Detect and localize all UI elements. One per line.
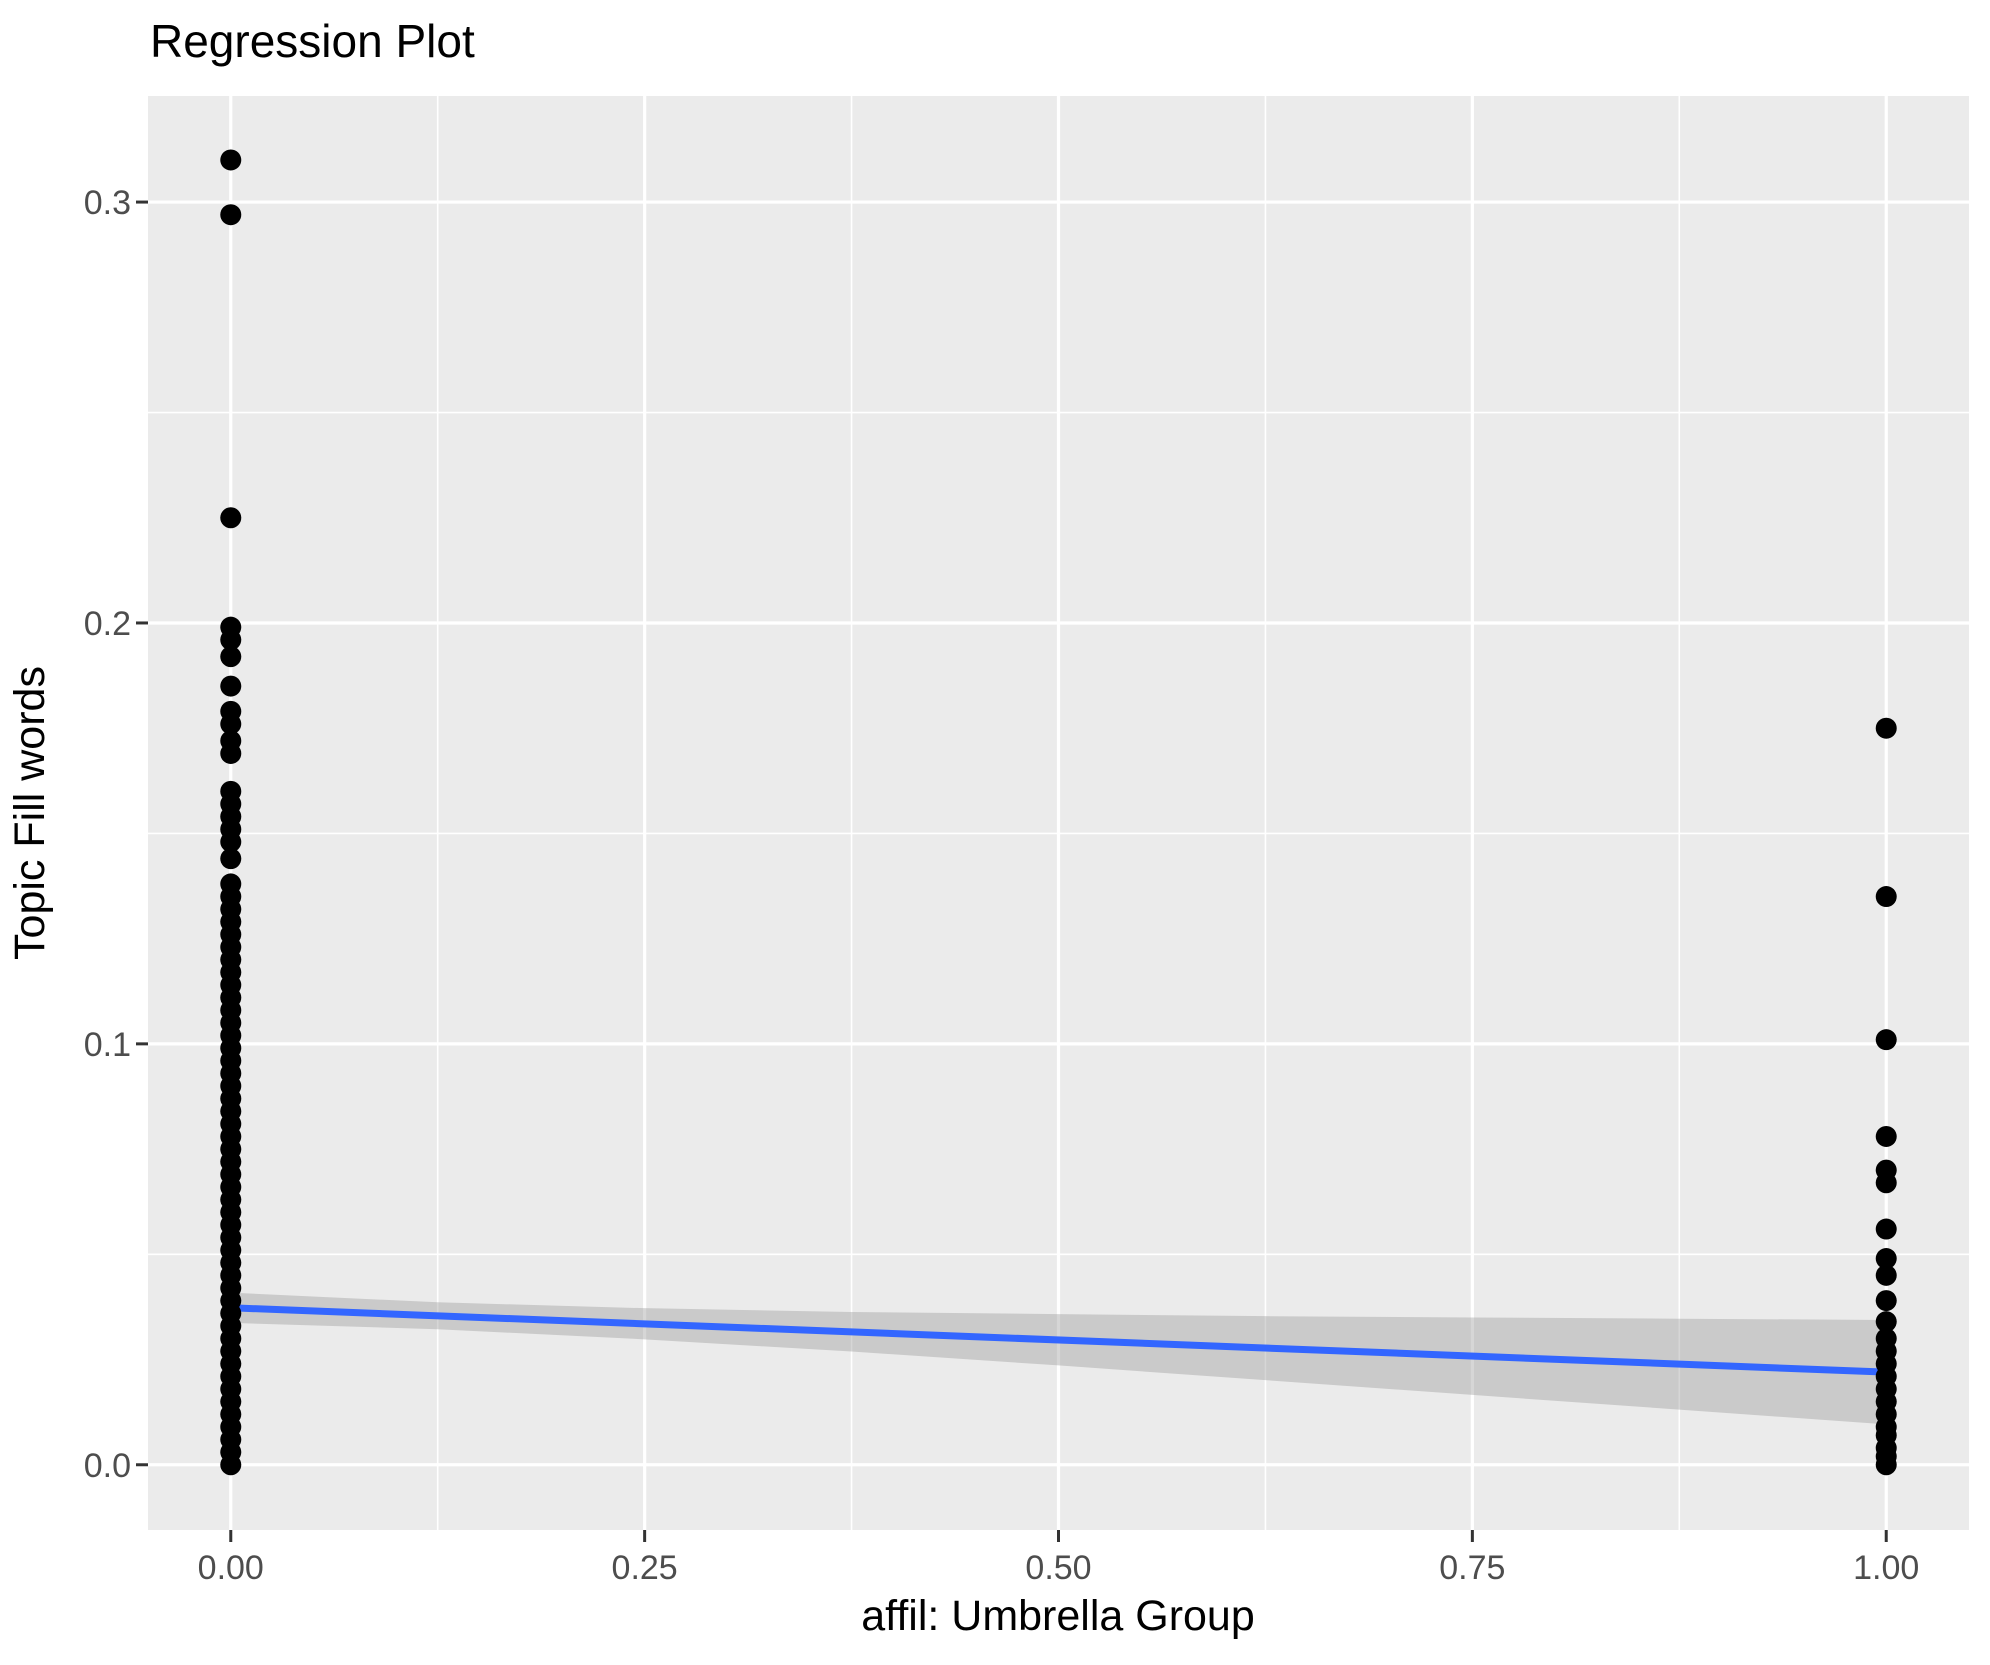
data-point [220,675,242,697]
chart-title: Regression Plot [150,15,475,67]
data-point [220,713,242,735]
regression-line-segment [227,1304,1890,1376]
data-point [220,149,242,171]
x-tick-label: 0.00 [198,1549,264,1587]
y-tick-label: 0.0 [84,1447,131,1485]
data-point [1875,717,1897,739]
data-point [1875,886,1897,908]
data-point [220,742,242,764]
data-point [220,646,242,668]
data-point [220,629,242,651]
data-point [220,831,242,853]
x-tick-label: 0.75 [1439,1549,1505,1587]
axis-tick-labels: 0.00 0.25 0.50 0.75 1.00 0.0 0.1 0.2 0.3 [84,184,1920,1587]
data-point [1875,1248,1897,1270]
data-point [1875,1290,1897,1312]
major-gridlines [148,96,1969,1530]
data-point [220,1454,242,1476]
data-point [1875,1218,1897,1240]
y-tick-label: 0.3 [84,184,131,222]
y-axis-title: Topic Fill words [6,666,54,960]
data-point [1875,1029,1897,1051]
x-tick-label: 0.25 [612,1549,678,1587]
data-point [220,507,242,529]
data-point [1875,1172,1897,1194]
data-points [220,149,1897,1476]
data-point [1875,1125,1897,1147]
x-tick-label: 0.50 [1025,1549,1091,1587]
data-point [1875,1264,1897,1286]
x-axis-title: affil: Umbrella Group [861,1592,1255,1640]
axis-ticks [136,200,1888,1542]
y-tick-label: 0.2 [84,605,131,643]
regression-line [227,1304,1890,1376]
data-point [220,848,242,870]
y-tick-label: 0.1 [84,1026,131,1064]
data-point [220,204,242,226]
data-point [1875,1454,1897,1476]
data-point [1875,1311,1897,1333]
x-tick-label: 1.00 [1853,1549,1919,1587]
